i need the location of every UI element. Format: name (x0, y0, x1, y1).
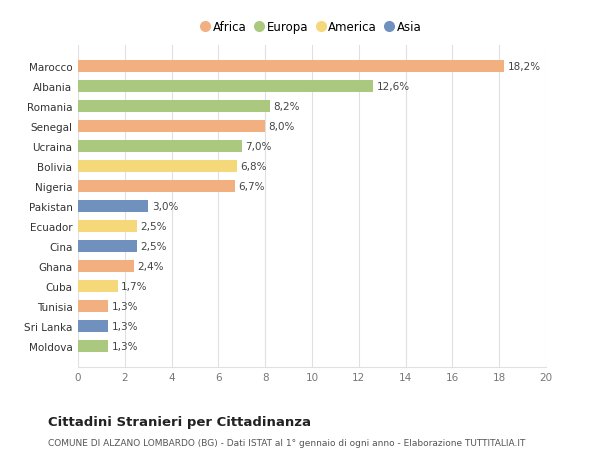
Bar (78, 261, 134, 273)
Bar (78, 161, 237, 173)
Bar (78, 101, 270, 112)
Text: 2,5%: 2,5% (140, 241, 167, 252)
Bar (78, 280, 118, 292)
Text: 1,7%: 1,7% (121, 281, 148, 291)
Text: 12,6%: 12,6% (376, 82, 409, 91)
Text: 8,2%: 8,2% (274, 101, 300, 112)
Bar (78, 320, 109, 333)
Bar (78, 221, 137, 233)
Text: 3,0%: 3,0% (152, 202, 178, 212)
Text: 2,5%: 2,5% (140, 222, 167, 231)
Bar (78, 80, 373, 93)
Legend: Africa, Europa, America, Asia: Africa, Europa, America, Asia (197, 17, 427, 39)
Text: 1,3%: 1,3% (112, 322, 139, 331)
Text: Cittadini Stranieri per Cittadinanza: Cittadini Stranieri per Cittadinanza (48, 415, 311, 428)
Text: 1,3%: 1,3% (112, 341, 139, 352)
Text: 18,2%: 18,2% (508, 62, 541, 72)
Text: 2,4%: 2,4% (137, 262, 164, 272)
Text: 6,7%: 6,7% (238, 182, 265, 191)
Text: COMUNE DI ALZANO LOMBARDO (BG) - Dati ISTAT al 1° gennaio di ogni anno - Elabora: COMUNE DI ALZANO LOMBARDO (BG) - Dati IS… (48, 438, 526, 448)
Text: 8,0%: 8,0% (269, 122, 295, 132)
Bar (78, 121, 265, 133)
Text: 7,0%: 7,0% (245, 141, 272, 151)
Bar (78, 341, 109, 353)
Bar (78, 61, 504, 73)
Bar (78, 180, 235, 192)
Text: 6,8%: 6,8% (241, 162, 267, 172)
Bar (78, 140, 242, 152)
Bar (78, 201, 148, 213)
Bar (78, 301, 109, 313)
Bar (78, 241, 137, 252)
Text: 1,3%: 1,3% (112, 302, 139, 312)
